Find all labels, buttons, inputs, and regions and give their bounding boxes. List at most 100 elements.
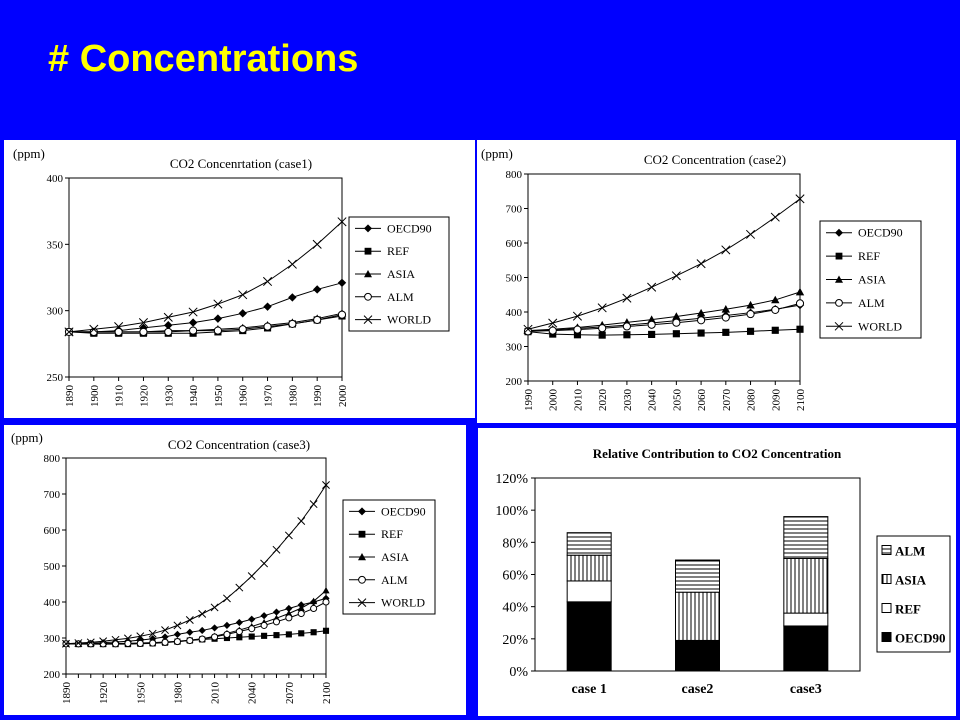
legend-item-alm: ALM: [881, 544, 925, 559]
data-point-alm: [795, 299, 805, 308]
legend-marker-asia: [364, 270, 372, 278]
legend-item-ref: REF: [349, 527, 403, 541]
data-point-asia: [795, 287, 805, 296]
y-tick-label: 300: [44, 633, 61, 645]
data-point-ref: [771, 326, 779, 334]
data-point-alm: [721, 313, 730, 322]
legend-label: OECD90: [895, 631, 946, 646]
legend-item-ref: REF: [826, 249, 880, 263]
bar-segment-asia: [675, 591, 720, 641]
data-point-alm: [114, 327, 123, 336]
data-point-alm: [272, 618, 281, 626]
data-point-oecd90: [213, 314, 223, 323]
legend-marker-ref: [364, 247, 372, 255]
data-point-world: [74, 639, 83, 647]
series-line-world: [65, 484, 327, 645]
data-point-alm: [198, 635, 206, 643]
x-tick-label: 2080: [746, 389, 758, 412]
data-point-alm: [622, 322, 631, 331]
data-point-ref: [273, 632, 280, 639]
data-point-ref: [223, 634, 231, 642]
data-point-asia: [297, 604, 305, 611]
data-point-alm: [89, 327, 98, 336]
legend-label: REF: [387, 244, 409, 258]
legend-swatch: [881, 603, 892, 613]
data-point-ref: [796, 325, 804, 333]
data-point-alm: [322, 598, 330, 606]
plot-area: [527, 173, 801, 382]
data-point-alm: [297, 609, 305, 618]
line-chart-case2: CO2 Concentration (case2) (ppm) 200 300 400 5…: [481, 146, 922, 412]
x-tick-label: 1940: [188, 385, 200, 408]
data-point-oecd90: [210, 624, 219, 632]
legend-item-oecd90: OECD90: [355, 221, 432, 235]
y-tick-label: 60%: [502, 569, 528, 584]
legend-label: WORLD: [387, 313, 431, 327]
y-tick-label: 80%: [502, 536, 528, 551]
data-point-world: [114, 322, 124, 332]
legend-label: ASIA: [895, 573, 927, 588]
x-tick-label: 2030: [622, 389, 634, 412]
chart-title: Relative Contribution to CO2 Concentrati…: [593, 446, 842, 461]
series-line-alm: [527, 302, 801, 332]
data-point-world: [213, 299, 223, 309]
data-point-alm: [111, 640, 120, 648]
legend-label: WORLD: [858, 319, 902, 333]
plot-area: [68, 177, 343, 378]
x-tick-label: 1950: [135, 682, 147, 705]
legend-swatch: [881, 574, 892, 584]
data-point-world: [148, 629, 157, 638]
data-point-world: [287, 259, 297, 269]
data-point-world: [99, 637, 108, 646]
y-tick-label: 700: [506, 204, 523, 216]
legend-label: REF: [895, 602, 921, 617]
y-axis-unit-label: (ppm): [481, 146, 513, 161]
data-point-world: [322, 481, 330, 489]
data-point-world: [272, 545, 281, 554]
series-line-alm: [66, 601, 327, 645]
legend-marker-world: [357, 598, 367, 607]
data-point-alm: [189, 326, 198, 335]
data-point-alm: [285, 614, 293, 622]
chart-title: CO2 Concenrtation (case1): [170, 156, 312, 171]
data-point-asia: [322, 586, 330, 594]
data-point-ref: [322, 627, 330, 634]
data-point-alm: [74, 640, 82, 648]
x-tick-label: 2040: [647, 389, 659, 412]
data-point-alm: [746, 310, 755, 319]
data-point-world: [297, 517, 306, 525]
x-tick-label: 1920: [98, 682, 110, 705]
x-category-label: case2: [682, 682, 714, 697]
legend-marker-world: [834, 321, 844, 331]
legend-label: ASIA: [381, 550, 409, 564]
legend-swatch: [881, 632, 892, 642]
data-point-world: [188, 307, 198, 317]
x-tick-label: 1980: [172, 682, 184, 705]
data-point-alm: [139, 327, 148, 336]
y-tick-label: 700: [44, 489, 61, 501]
legend-label: ASIA: [858, 273, 886, 287]
series-ref: [65, 312, 346, 337]
data-point-world: [62, 639, 70, 648]
data-point-world: [597, 303, 607, 313]
data-point-alm: [161, 638, 169, 646]
legend-label: REF: [858, 249, 880, 263]
x-tick-label: 1930: [163, 385, 175, 408]
x-tick-label: 1900: [89, 385, 101, 408]
data-point-oecd90: [272, 608, 281, 616]
data-point-world: [86, 638, 95, 647]
data-point-oecd90: [186, 628, 194, 636]
x-tick-label: 2010: [210, 682, 222, 705]
series-line-oecd90: [527, 304, 801, 332]
data-point-alm: [213, 326, 222, 335]
data-point-world: [163, 312, 173, 322]
data-point-alm: [263, 322, 272, 331]
y-axis-unit-label: (ppm): [13, 146, 45, 161]
data-point-asia: [310, 597, 318, 605]
data-point-ref: [648, 330, 656, 338]
y-tick-label: 200: [44, 669, 61, 681]
x-category-label: case3: [790, 682, 822, 697]
data-point-world: [572, 311, 583, 321]
legend-marker-alm: [358, 575, 366, 584]
stacked-bar-chart: Relative Contribution to CO2 Concentrati…: [495, 446, 951, 697]
